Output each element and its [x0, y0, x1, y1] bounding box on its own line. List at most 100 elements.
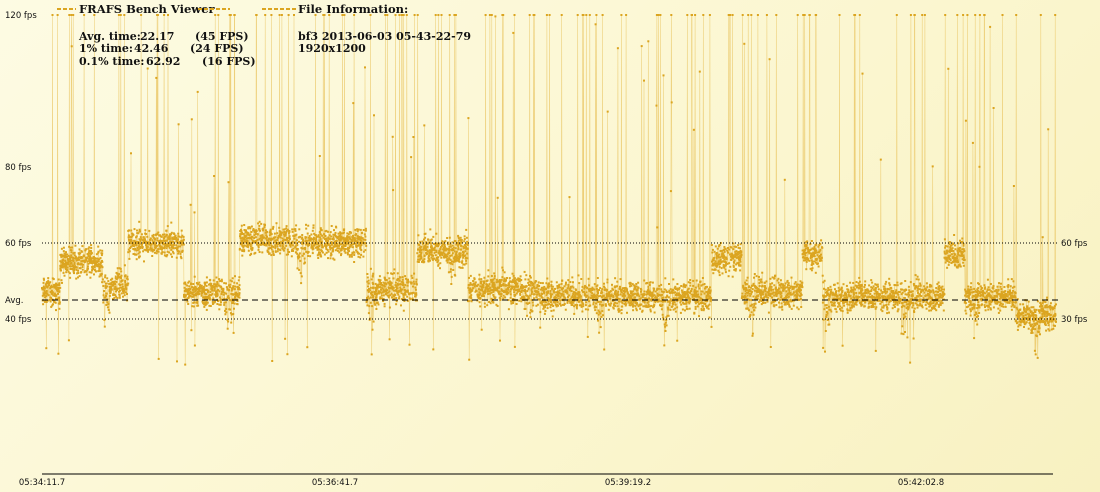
fps-point: [558, 292, 561, 295]
fps-point: [999, 309, 1002, 312]
fps-point: [70, 45, 73, 48]
fps-point: [860, 304, 863, 307]
fps-point: [430, 256, 433, 259]
fps-point: [203, 305, 206, 308]
fps-point: [783, 178, 786, 181]
fps-point: [238, 247, 241, 250]
fps-point: [780, 282, 783, 285]
fps-point: [966, 14, 969, 16]
fps-point: [174, 234, 177, 237]
fps-point: [291, 250, 293, 252]
fps-point: [374, 298, 377, 301]
fps-point: [961, 258, 964, 261]
fps-point: [567, 279, 570, 282]
fps-point: [360, 253, 363, 256]
fps-point: [849, 307, 852, 310]
fps-point: [618, 309, 621, 312]
fps-point: [728, 262, 731, 265]
fps-point: [1034, 353, 1037, 356]
fps-point: [864, 301, 867, 304]
fps-point: [379, 291, 382, 294]
fps-point: [537, 288, 540, 291]
fps-point: [417, 234, 420, 237]
fps-point: [101, 281, 104, 284]
fps-point: [262, 241, 265, 244]
fps-point: [771, 301, 774, 304]
fps-point: [170, 248, 173, 251]
fps-point: [760, 294, 762, 296]
fps-point: [457, 246, 460, 249]
fps-point: [961, 251, 964, 254]
fps-point: [436, 242, 439, 245]
fps-point: [73, 267, 76, 270]
fps-point: [159, 247, 162, 250]
fps-point: [946, 266, 949, 269]
fps-point: [829, 292, 832, 295]
fps-point: [877, 285, 879, 288]
fps-point: [329, 244, 332, 247]
fps-point: [878, 294, 880, 297]
fps-point: [985, 290, 988, 293]
fps-point: [665, 316, 668, 319]
fps-point: [488, 287, 491, 290]
fps-point: [1008, 301, 1011, 304]
fps-point: [942, 295, 944, 298]
fps-point: [625, 299, 628, 302]
fps-point: [530, 299, 533, 302]
fps-point: [802, 14, 805, 16]
fps-point: [300, 282, 303, 285]
fps-point: [738, 252, 741, 255]
fps-point: [286, 236, 288, 239]
fps-point: [161, 233, 164, 236]
fps-point: [902, 313, 905, 316]
fps-point: [1034, 310, 1037, 313]
fps-point: [528, 284, 530, 286]
fps-point: [549, 298, 552, 301]
fps-point: [917, 291, 919, 294]
fps-point: [309, 237, 312, 240]
fps-point: [788, 289, 791, 292]
fps-point: [693, 289, 696, 291]
fps-point: [721, 252, 724, 255]
fps-point: [187, 303, 190, 305]
fps-point: [378, 279, 381, 282]
fps-point: [172, 241, 175, 244]
fps-point: [242, 246, 245, 249]
fps-point: [225, 298, 228, 301]
fps-point: [664, 321, 667, 324]
fps-point: [235, 291, 238, 294]
fps-point: [310, 244, 313, 247]
fps-point: [620, 305, 623, 308]
fps-point: [479, 305, 482, 308]
fps-point: [732, 261, 735, 264]
fps-point: [475, 290, 478, 292]
fps-point: [559, 304, 562, 307]
fps-point: [401, 278, 404, 281]
fps-point: [329, 231, 332, 234]
fps-point: [132, 241, 135, 244]
fps-point: [94, 257, 97, 260]
fps-point: [451, 252, 454, 255]
fps-point: [448, 14, 451, 16]
fps-point: [700, 309, 703, 312]
fps-point: [550, 294, 552, 297]
fps-point: [1030, 330, 1033, 332]
fps-point: [190, 329, 193, 332]
fps-point: [810, 252, 813, 255]
fps-point: [574, 295, 577, 298]
fps-point: [457, 248, 460, 251]
fps-point: [1037, 320, 1040, 323]
fps-point: [578, 291, 581, 294]
fps-point: [378, 275, 381, 278]
fps-point: [848, 295, 851, 298]
fps-point: [114, 286, 117, 289]
fps-point: [395, 297, 398, 299]
fps-point: [317, 234, 320, 237]
fps-point: [277, 236, 279, 239]
fps-point: [770, 285, 773, 288]
fps-point: [364, 66, 366, 69]
fps-point: [578, 282, 581, 285]
fps-point: [733, 245, 736, 248]
fps-point: [151, 255, 154, 257]
fps-point: [256, 233, 259, 236]
